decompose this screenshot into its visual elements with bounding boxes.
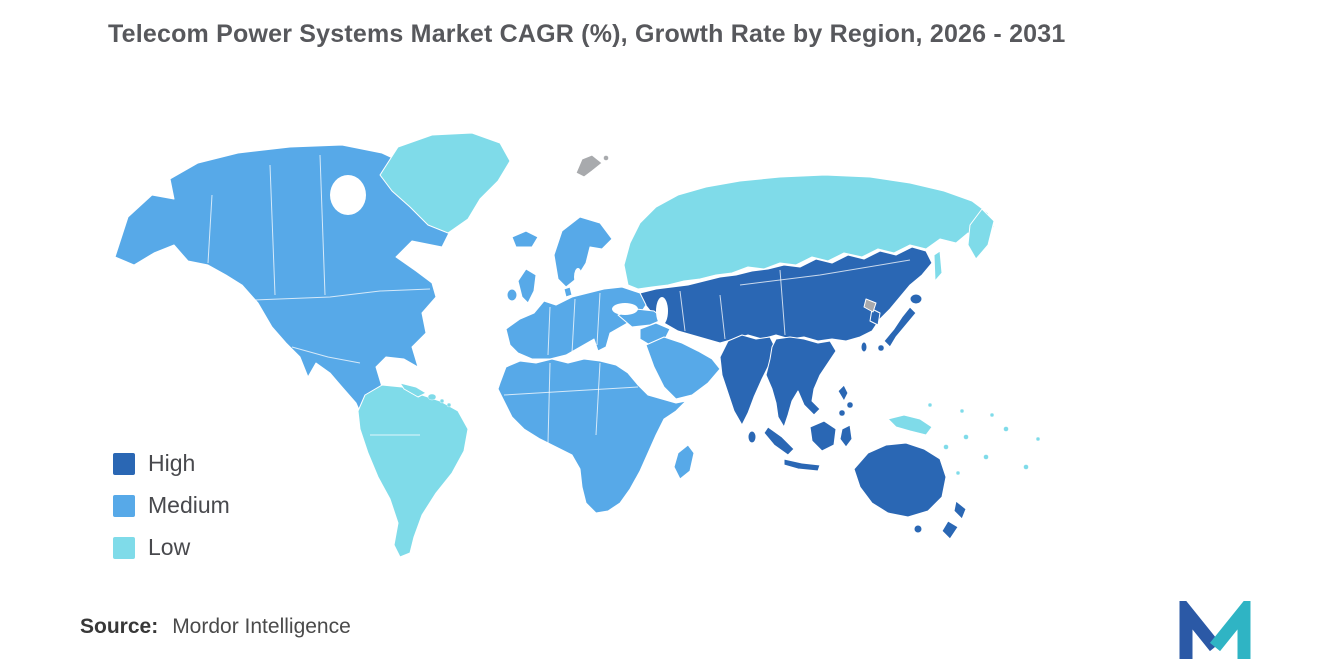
region-caribbean <box>399 382 452 408</box>
inland-seas <box>330 175 668 325</box>
source-line: Source: Mordor Intelligence <box>80 615 351 639</box>
source-value: Mordor Intelligence <box>172 615 351 638</box>
black-sea <box>612 303 638 315</box>
legend-label-high: High <box>148 450 196 476</box>
source-label: Source: <box>80 615 159 638</box>
region-new-guinea-pacific <box>887 402 1041 476</box>
legend: High Medium Low <box>113 450 230 561</box>
caspian-sea <box>656 297 668 325</box>
legend-item-high: High <box>113 450 230 477</box>
region-iceland <box>511 230 539 248</box>
chart-title: Telecom Power Systems Market CAGR (%), G… <box>108 20 1066 48</box>
mordor-intelligence-logo <box>1179 601 1251 659</box>
logo-left-stroke <box>1179 601 1221 659</box>
legend-item-low: Low <box>113 534 230 561</box>
region-south-america <box>357 384 469 558</box>
legend-swatch-high <box>113 452 135 475</box>
region-india <box>719 334 777 444</box>
logo-right-stroke <box>1209 601 1251 659</box>
legend-swatch-low <box>113 536 135 559</box>
baltic-sea <box>574 268 582 286</box>
region-asia-pacific-mainland <box>639 246 933 344</box>
legend-label-medium: Medium <box>148 492 230 518</box>
region-north-america <box>114 144 453 446</box>
legend-label-low: Low <box>148 534 191 560</box>
region-southeast-asia <box>765 336 837 428</box>
hudson-bay <box>330 175 366 215</box>
legend-item-medium: Medium <box>113 492 230 519</box>
region-greenland <box>379 132 511 234</box>
world-map <box>114 132 1041 558</box>
region-africa <box>497 358 695 514</box>
region-indonesia-philippines <box>763 341 868 472</box>
legend-swatch-medium <box>113 494 135 517</box>
region-no-data-north-korea <box>863 298 877 313</box>
region-russia-northern-asia <box>623 174 995 290</box>
region-australia-new-zealand <box>853 442 967 540</box>
region-japan-korea <box>869 293 923 352</box>
region-no-data-svalbard <box>575 154 609 178</box>
country-borders <box>207 154 911 444</box>
